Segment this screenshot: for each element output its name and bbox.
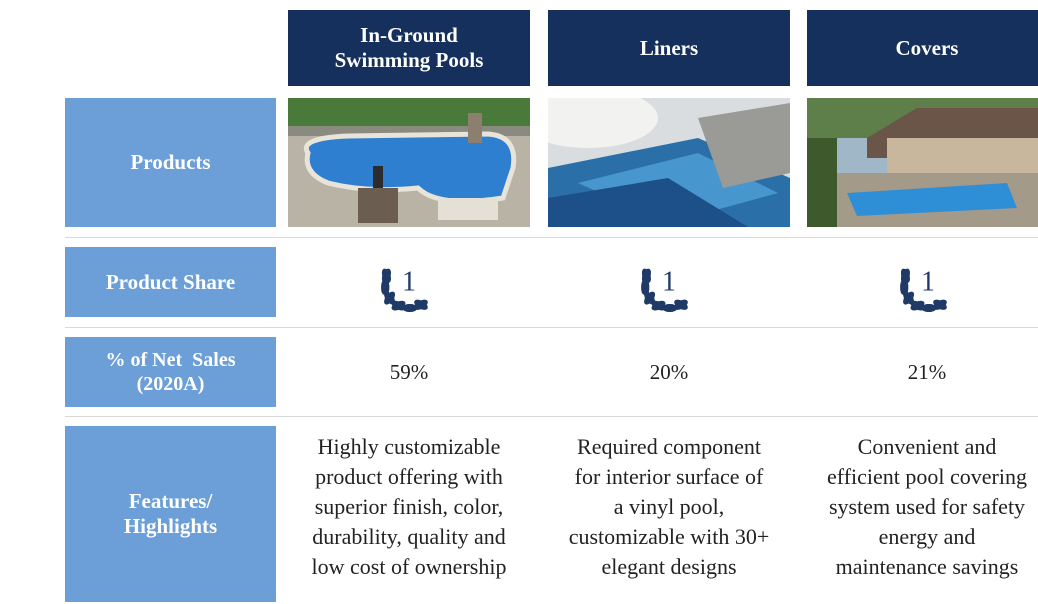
feature-line: maintenance savings xyxy=(836,552,1019,582)
feature-line: for interior surface of xyxy=(575,462,764,492)
label-text: Highlights xyxy=(124,514,217,539)
row-label: Products xyxy=(65,98,276,227)
net-sales: 59% xyxy=(390,360,429,385)
header-text: Liners xyxy=(640,36,698,61)
net-sales-cell: 21% xyxy=(807,337,1038,407)
feature-line: durability, quality and xyxy=(312,522,505,552)
net-sales-cell: 20% xyxy=(548,337,790,407)
feature-line: superior finish, color, xyxy=(315,492,504,522)
feature-line: product offering with xyxy=(315,462,503,492)
cover-image xyxy=(807,98,1038,227)
separator xyxy=(65,416,1038,417)
feature-line: low cost of ownership xyxy=(312,552,507,582)
feature-line: Convenient and xyxy=(858,432,997,462)
label-text: Features/ xyxy=(129,489,213,514)
column-header: Liners xyxy=(548,10,790,86)
feature-line: customizable with 30+ xyxy=(569,522,770,552)
liner-image xyxy=(548,98,790,227)
feature-line: Highly customizable xyxy=(318,432,501,462)
separator xyxy=(65,327,1038,328)
feature-line: a vinyl pool, xyxy=(614,492,725,522)
feature-line: system used for safety xyxy=(829,492,1025,522)
column-header: Covers xyxy=(807,10,1038,86)
rank-text: 1 xyxy=(921,266,935,297)
net-sales: 21% xyxy=(908,360,947,385)
label-text: Product Share xyxy=(106,270,235,295)
rank-text: 1 xyxy=(402,266,416,297)
pool-image xyxy=(288,98,530,227)
rank-text: 1 xyxy=(662,266,676,297)
row-label: % of Net Sales(2020A) xyxy=(65,337,276,407)
row-label: Product Share xyxy=(65,247,276,317)
row-label: Features/Highlights xyxy=(65,426,276,602)
feature-line: Required component xyxy=(577,432,761,462)
header-text: Swimming Pools xyxy=(335,48,484,73)
net-sales: 20% xyxy=(650,360,689,385)
label-text: (2020A) xyxy=(137,372,205,396)
header-text: Covers xyxy=(896,36,959,61)
feature-line: energy and xyxy=(879,522,976,552)
net-sales-cell: 59% xyxy=(288,337,530,407)
separator xyxy=(65,237,1038,238)
rank-badge: 1 xyxy=(888,252,968,312)
rank-badge: 1 xyxy=(629,252,709,312)
page: {"columns": [ {"header": ["In-Ground", "… xyxy=(0,0,1038,604)
feature-line: efficient pool covering xyxy=(827,462,1027,492)
feature-line: elegant designs xyxy=(601,552,736,582)
label-text: % of Net Sales xyxy=(106,348,236,372)
rank-badge: 1 xyxy=(369,252,449,312)
header-text: In-Ground xyxy=(360,23,458,48)
label-text: Products xyxy=(130,150,210,175)
